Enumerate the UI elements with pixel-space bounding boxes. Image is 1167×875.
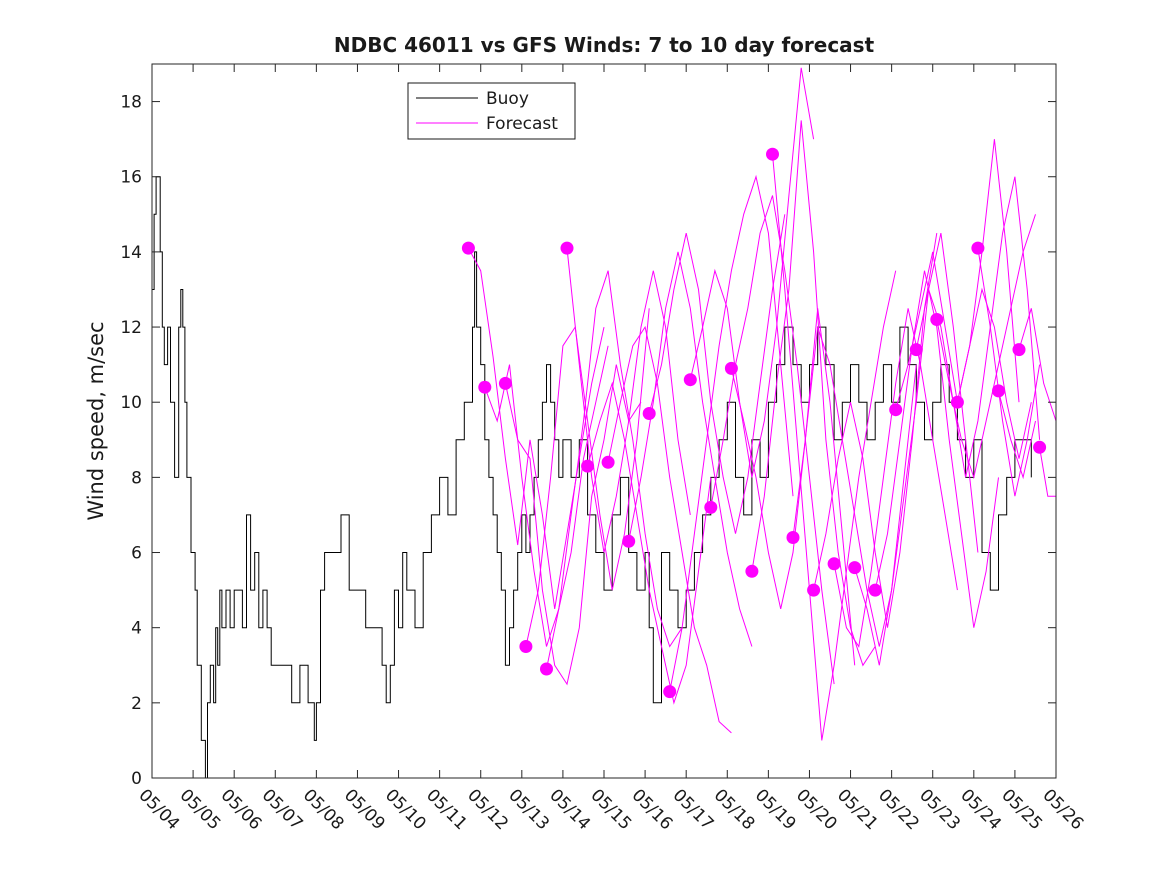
x-tick-label: 05/09 (340, 785, 389, 834)
axes-frame (151, 63, 1057, 779)
series-forecast-line-19 (833, 308, 958, 648)
y-tick-label: 10 (120, 393, 142, 413)
forecast-marker-2 (478, 380, 492, 394)
series-forecast-line-14 (730, 308, 856, 666)
forecast-marker-21 (868, 583, 882, 597)
forecast-marker-4 (519, 640, 533, 653)
y-axis-label: Wind speed, m/sec (84, 321, 108, 520)
series-forecast-line-16 (772, 154, 897, 741)
x-tick-label: 05/11 (422, 785, 471, 834)
y-tick-label: 6 (131, 544, 142, 564)
legend: Buoy Forecast (407, 82, 576, 140)
series-forecast-line-27 (998, 390, 1036, 480)
forecast-marker-18 (807, 583, 821, 597)
forecast-marker-24 (930, 313, 944, 326)
y-tick-label: 12 (120, 318, 142, 338)
series-forecast-line-26 (977, 248, 1041, 497)
forecast-marker-16 (766, 147, 779, 161)
legend-label-buoy: Buoy (486, 89, 529, 109)
forecast-marker-26 (971, 241, 985, 255)
forecast-marker-11 (663, 685, 677, 699)
x-tick-label: 05/04 (134, 785, 183, 834)
x-tick-label: 05/19 (751, 785, 800, 834)
forecast-marker-9 (622, 534, 636, 548)
x-tick-label: 05/14 (545, 785, 594, 834)
x-tick-label: 05/18 (710, 785, 759, 834)
forecast-marker-20 (848, 561, 862, 575)
y-tick-label: 4 (131, 619, 142, 639)
series-forecast-line-20 (854, 232, 979, 666)
series-forecast-line-22 (895, 139, 1020, 410)
forecast-marker-3 (498, 376, 512, 390)
series-forecast-line-1 (467, 247, 605, 609)
series-forecast-line-4 (525, 308, 650, 647)
plot-area (152, 67, 1057, 779)
series-forecast-line-9 (628, 251, 753, 647)
forecast-marker-22 (889, 403, 903, 417)
x-tick-label: 05/06 (217, 785, 266, 834)
forecast-marker-5 (540, 662, 553, 676)
series-forecast-line-7 (587, 381, 712, 705)
series-forecast-line-17 (792, 326, 917, 647)
x-tick-label: 05/16 (628, 785, 677, 834)
series-forecast-line-28 (1018, 308, 1057, 422)
forecast-marker-1 (461, 241, 475, 255)
chart-title: NDBC 46011 vs GFS Winds: 7 to 10 day for… (334, 33, 875, 57)
x-tick-label: 05/26 (1038, 785, 1087, 834)
forecast-marker-28 (1012, 343, 1026, 357)
series-forecast-line-21 (874, 270, 999, 628)
x-tick-label: 05/13 (504, 785, 553, 834)
series-forecast-line-18 (813, 233, 938, 628)
x-tick-label: 05/08 (299, 785, 348, 834)
series-forecast-line-29 (1039, 447, 1056, 497)
series-forecast-line-8 (607, 325, 732, 734)
legend-box (407, 82, 576, 140)
series-forecast-line-12 (689, 67, 815, 478)
forecast-marker-15 (745, 564, 759, 578)
x-tick-label: 05/17 (669, 785, 718, 834)
x-tick-label: 05/15 (586, 785, 635, 834)
series-forecast-line-23 (915, 176, 1041, 478)
forecast-marker-7 (581, 459, 595, 473)
series-forecast-line-11 (669, 174, 794, 692)
series-forecast-line-5 (546, 270, 683, 670)
x-tick-label: 05/12 (463, 785, 512, 834)
forecast-marker-14 (724, 361, 738, 375)
series-forecast-line-25 (956, 287, 1032, 459)
forecast-marker-27 (992, 384, 1005, 398)
series-forecast-line-10 (648, 214, 786, 534)
y-tick-label: 2 (131, 694, 142, 714)
forecast-marker-29 (1033, 440, 1047, 454)
x-tick-label: 05/24 (956, 785, 1005, 834)
series-forecast-line-3 (504, 364, 642, 686)
axes: 0 2 4 6 8 10 12 14 16 18 05/0405/0505/0605/0705/08… (120, 63, 1087, 834)
x-tick-label: 05/05 (176, 785, 225, 834)
x-tick-label: 05/10 (381, 785, 430, 834)
forecast-marker-6 (560, 241, 574, 255)
y-tick-label: 14 (120, 243, 142, 263)
y-tick-label: 0 (131, 769, 142, 789)
y-tick-label: 18 (120, 93, 142, 113)
forecast-marker-23 (909, 343, 923, 357)
series-buoy-line (152, 176, 1032, 779)
x-tick-label: 05/25 (997, 785, 1046, 834)
x-tick-label: 05/22 (874, 785, 923, 834)
forecast-marker-12 (683, 373, 697, 387)
forecast-marker-13 (704, 500, 718, 514)
x-tick-label: 05/23 (915, 785, 964, 834)
forecast-marker-10 (642, 407, 656, 420)
forecast-marker-17 (786, 531, 800, 544)
forecast-marker-19 (827, 557, 841, 571)
x-tick-label: 05/21 (833, 785, 882, 834)
series-forecast-line-6 (566, 248, 691, 553)
legend-label-forecast: Forecast (486, 114, 558, 134)
x-tick-label: 05/07 (258, 785, 307, 834)
y-tick-label: 8 (131, 468, 142, 488)
x-tick-label: 05/20 (792, 785, 841, 834)
forecast-marker-8 (601, 455, 615, 469)
y-tick-label: 16 (120, 168, 142, 188)
series-forecast-line-13 (710, 195, 835, 685)
forecast-marker-25 (950, 395, 964, 409)
